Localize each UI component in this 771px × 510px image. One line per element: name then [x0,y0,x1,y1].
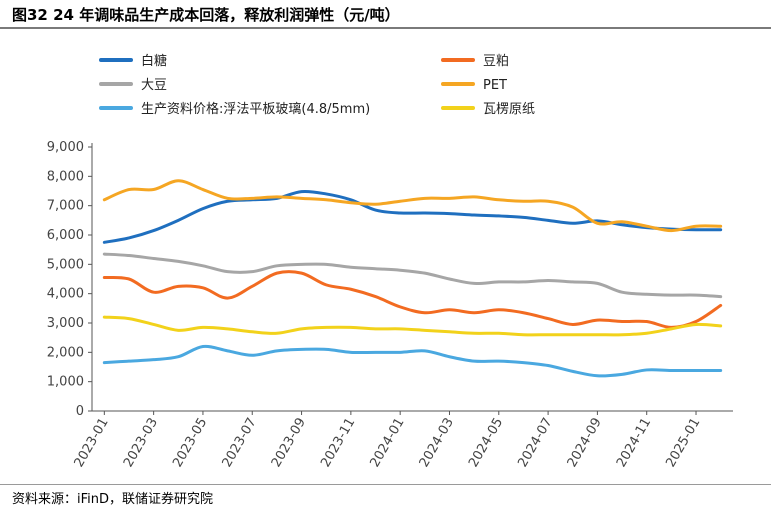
chart-series [102,179,723,378]
x-tick-label: 2024-07 [515,416,555,471]
y-tick-label: 9,000 [47,140,84,155]
legend-label-4: PET [483,78,507,93]
series-line-2 [102,270,723,329]
series-line-3 [102,252,723,299]
x-tick-label: 2023-01 [72,416,112,471]
x-tick-label: 2024-05 [466,416,506,471]
y-tick-label: 1,000 [47,375,84,390]
y-tick-label: 8,000 [47,169,84,184]
legend-label-1: 白糖 [141,53,167,69]
y-tick-label: 4,000 [47,287,84,302]
legend-label-3: 大豆 [141,78,167,93]
y-tick-label: 3,000 [47,316,84,331]
y-tick-label: 0 [76,404,84,419]
series-line-5 [102,344,723,378]
series-line-4 [102,179,723,233]
series-line-1 [102,189,723,244]
y-tick-label: 2,000 [47,345,84,360]
x-tick-label: 2023-11 [318,416,358,471]
x-tick-label: 2023-03 [121,416,161,471]
legend-label-2: 豆粕 [483,54,509,69]
x-tick-label: 2024-01 [367,416,407,471]
x-tick-label: 2024-09 [565,416,605,471]
x-tick-label: 2025-01 [663,416,703,471]
x-tick-label: 2024-11 [614,416,654,471]
legend-label-5: 生产资料价格:浮法平板玻璃(4.8/5mm) [141,101,370,117]
legend-label-6: 瓦楞原纸 [483,102,535,117]
x-tick-label: 2023-09 [269,416,309,471]
y-tick-label: 7,000 [47,199,84,214]
title-divider [0,27,771,29]
x-tick-label: 2023-07 [220,416,260,471]
y-tick-label: 6,000 [47,228,84,243]
x-tick-label: 2024-03 [417,416,457,471]
source-note: 资料来源：iFinD，联储证券研究院 [12,492,214,507]
series-line-6 [102,315,723,337]
figure-title: 图32 24 年调味品生产成本回落，释放利润弹性（元/吨） [12,6,400,24]
x-tick-label: 2023-05 [170,416,210,471]
footer-divider [0,484,771,485]
y-tick-label: 5,000 [47,257,84,272]
